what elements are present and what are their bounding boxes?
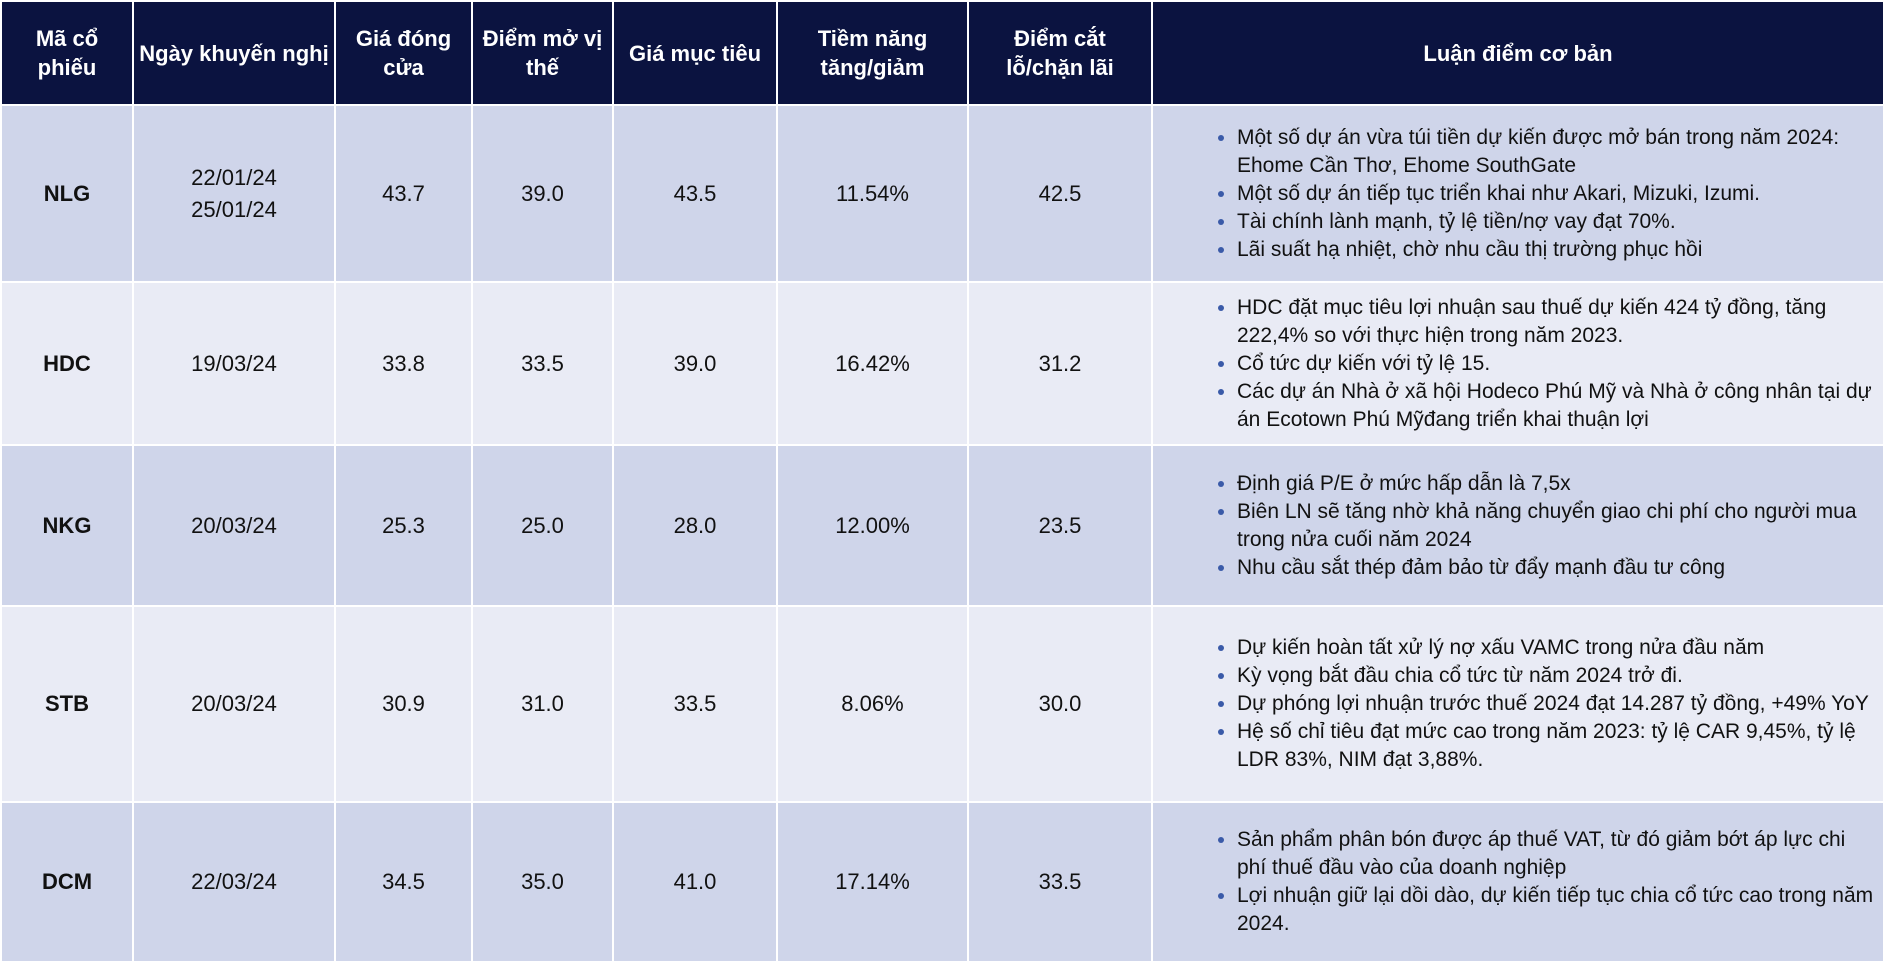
stock-code: NKG <box>0 444 134 607</box>
value-cell: 28.0 <box>612 444 778 607</box>
table-row: DCM 22/03/24 34.535.041.017.14%33.5 Sản phẩ… <box>0 801 1883 963</box>
value-cell: 43.7 <box>334 104 473 283</box>
bullet: Một số dự án vừa túi tiền dự kiến được m… <box>1237 124 1877 180</box>
bullet: Hệ số chỉ tiêu đạt mức cao trong năm 202… <box>1237 718 1877 774</box>
value-cell: 39.0 <box>612 281 778 446</box>
thesis-cell: Định giá P/E ở mức hấp dẫn là 7,5xBiên L… <box>1151 444 1883 607</box>
bullet: Biên LN sẽ tăng nhờ khả năng chuyển giao… <box>1237 498 1877 554</box>
header-row: Mã cổ phiếu Ngày khuyến nghị Giá đóng cửa Đ… <box>0 0 1883 106</box>
header-cell: Mã cổ phiếu <box>0 0 134 106</box>
header-cell: Ngày khuyến nghị <box>132 0 336 106</box>
value-cell: 23.5 <box>967 444 1153 607</box>
header-cell: Giá đóng cửa <box>334 0 473 106</box>
value-cell: 25.3 <box>334 444 473 607</box>
header-cell: Tiềm năng tăng/giảm <box>776 0 969 106</box>
thesis-cell: Một số dự án vừa túi tiền dự kiến được m… <box>1151 104 1883 283</box>
stock-code: NLG <box>0 104 134 283</box>
table-row: HDC 19/03/24 33.833.539.016.42%31.2 HDC đặt… <box>0 281 1883 446</box>
bullet: Các dự án Nhà ở xã hội Hodeco Phú Mỹ và … <box>1237 378 1877 434</box>
date-cell: 22/01/24 25/01/24 <box>132 104 336 283</box>
date: 19/03/24 <box>191 350 277 376</box>
thesis-cell: Sản phẩm phân bón được áp thuế VAT, từ đ… <box>1151 801 1883 963</box>
bullet-list: Một số dự án vừa túi tiền dự kiến được m… <box>1209 124 1877 264</box>
date-cell: 19/03/24 <box>132 281 336 446</box>
value-cell: 35.0 <box>471 801 614 963</box>
bullet-list: HDC đặt mục tiêu lợi nhuận sau thuế dự k… <box>1209 294 1877 434</box>
value-cell: 30.0 <box>967 605 1153 803</box>
value-cell: 39.0 <box>471 104 614 283</box>
header-cell: Giá mục tiêu <box>612 0 778 106</box>
header-cell: Điểm cắt lỗ/chặn lãi <box>967 0 1153 106</box>
value-cell: 30.9 <box>334 605 473 803</box>
bullet: Lợi nhuận giữ lại dồi dào, dự kiến tiếp … <box>1237 882 1877 938</box>
stock-code: HDC <box>0 281 134 446</box>
stock-code: STB <box>0 605 134 803</box>
value-cell: 16.42% <box>776 281 969 446</box>
table-row: STB 20/03/24 30.931.033.58.06%30.0 Dự kiến … <box>0 605 1883 803</box>
table-body: NLG 22/01/24 25/01/24 43.7 39.0 43.5 11.54% 42.… <box>0 104 1883 963</box>
thesis-cell: HDC đặt mục tiêu lợi nhuận sau thuế dự k… <box>1151 281 1883 446</box>
date-cell: 20/03/24 <box>132 605 336 803</box>
date-cell: 20/03/24 <box>132 444 336 607</box>
value-cell: 33.5 <box>967 801 1153 963</box>
value-cell: 8.06% <box>776 605 969 803</box>
table-row: NLG 22/01/24 25/01/24 43.7 39.0 43.5 11.54% 42.… <box>0 104 1883 283</box>
bullet-list: Dự kiến hoàn tất xử lý nợ xấu VAMC trong… <box>1209 634 1877 774</box>
value-cell: 43.5 <box>612 104 778 283</box>
header-cell: Luận điểm cơ bản <box>1151 0 1883 106</box>
value-cell: 31.0 <box>471 605 614 803</box>
bullet: Tài chính lành mạnh, tỷ lệ tiền/nợ vay đ… <box>1237 208 1877 236</box>
bullet: Kỳ vọng bắt đầu chia cổ tức từ năm 2024 … <box>1237 662 1877 690</box>
bullet: Định giá P/E ở mức hấp dẫn là 7,5x <box>1237 470 1877 498</box>
value-cell: 25.0 <box>471 444 614 607</box>
date: 20/03/24 <box>191 691 277 716</box>
bullet: Nhu cầu sắt thép đảm bảo từ đẩy mạnh đầu… <box>1237 554 1877 582</box>
date: 22/03/24 <box>191 869 277 894</box>
date: 22/01/24 <box>191 164 277 190</box>
value-cell: 12.00% <box>776 444 969 607</box>
value-cell: 17.14% <box>776 801 969 963</box>
bullet: Cổ tức dự kiến với tỷ lệ 15. <box>1237 350 1877 378</box>
header-cell: Điểm mở vị thế <box>471 0 614 106</box>
date-cell: 22/03/24 <box>132 801 336 963</box>
bullet: Một số dự án tiếp tục triển khai như Aka… <box>1237 180 1877 208</box>
value-cell: 42.5 <box>967 104 1153 283</box>
value-cell: 41.0 <box>612 801 778 963</box>
thesis-cell: Dự kiến hoàn tất xử lý nợ xấu VAMC trong… <box>1151 605 1883 803</box>
stock-code: DCM <box>0 801 134 963</box>
date: 25/01/24 <box>191 196 277 222</box>
value-cell: 33.5 <box>612 605 778 803</box>
value-cell: 33.5 <box>471 281 614 446</box>
bullet-list: Định giá P/E ở mức hấp dẫn là 7,5xBiên L… <box>1209 470 1877 582</box>
value-cell: 11.54% <box>776 104 969 283</box>
bullet: Sản phẩm phân bón được áp thuế VAT, từ đ… <box>1237 826 1877 882</box>
value-cell: 31.2 <box>967 281 1153 446</box>
date: 20/03/24 <box>191 512 277 538</box>
bullet: Lãi suất hạ nhiệt, chờ nhu cầu thị trườn… <box>1237 236 1877 264</box>
bullet: Dự kiến hoàn tất xử lý nợ xấu VAMC trong… <box>1237 634 1877 662</box>
value-cell: 33.8 <box>334 281 473 446</box>
table-row: NKG 20/03/24 25.325.028.012.00%23.5 Định gi… <box>0 444 1883 607</box>
bullet: Dự phóng lợi nhuận trước thuế 2024 đạt 1… <box>1237 690 1877 718</box>
bullet: HDC đặt mục tiêu lợi nhuận sau thuế dự k… <box>1237 294 1877 350</box>
bullet-list: Sản phẩm phân bón được áp thuế VAT, từ đ… <box>1209 826 1877 938</box>
value-cell: 34.5 <box>334 801 473 963</box>
